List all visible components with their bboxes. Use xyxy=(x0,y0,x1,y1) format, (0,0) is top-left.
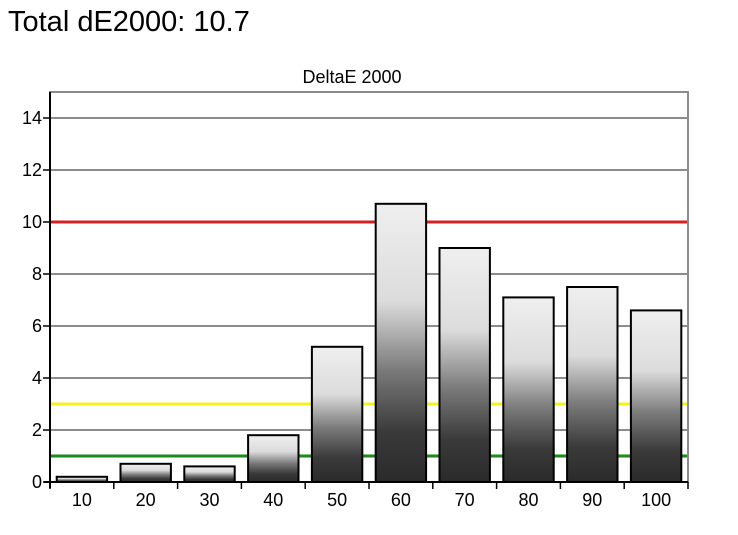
axis-layer: 0 2 4 6 8 10 12 14 10 20 30 40 50 60 70 80 90 100 xyxy=(22,92,689,510)
x-tick-label: 50 xyxy=(327,490,347,510)
x-tick-label: 30 xyxy=(199,490,219,510)
bar-100 xyxy=(629,309,683,483)
bar-40 xyxy=(247,434,300,484)
x-tick-label: 60 xyxy=(391,490,411,510)
bar-90 xyxy=(566,286,619,483)
y-tick-label: 8 xyxy=(32,264,42,284)
x-tick-label: 10 xyxy=(72,490,92,510)
bar-30 xyxy=(183,465,236,483)
bar-70 xyxy=(438,247,491,483)
bar-20 xyxy=(119,462,172,483)
total-de-label: Total dE2000: 10.7 xyxy=(8,6,250,38)
y-tick-label: 0 xyxy=(32,472,42,492)
y-tick-label: 4 xyxy=(32,368,42,388)
bar-layer xyxy=(55,202,683,484)
bar-60 xyxy=(374,202,428,484)
bar-50 xyxy=(310,345,364,483)
y-tick-label: 14 xyxy=(22,108,42,128)
grid-layer xyxy=(50,117,688,431)
y-tick-label: 10 xyxy=(22,212,42,232)
y-tick-label: 12 xyxy=(22,160,42,180)
bar-80 xyxy=(502,296,555,483)
chart-title: DeltaE 2000 xyxy=(302,67,401,87)
x-tick-label: 40 xyxy=(263,490,283,510)
x-tick-label: 100 xyxy=(641,490,671,510)
x-tick-label: 80 xyxy=(518,490,538,510)
y-tick-label: 2 xyxy=(32,420,42,440)
x-tick-label: 70 xyxy=(455,490,475,510)
y-tick-label: 6 xyxy=(32,316,42,336)
x-tick-label: 20 xyxy=(136,490,156,510)
x-tick-label: 90 xyxy=(582,490,602,510)
